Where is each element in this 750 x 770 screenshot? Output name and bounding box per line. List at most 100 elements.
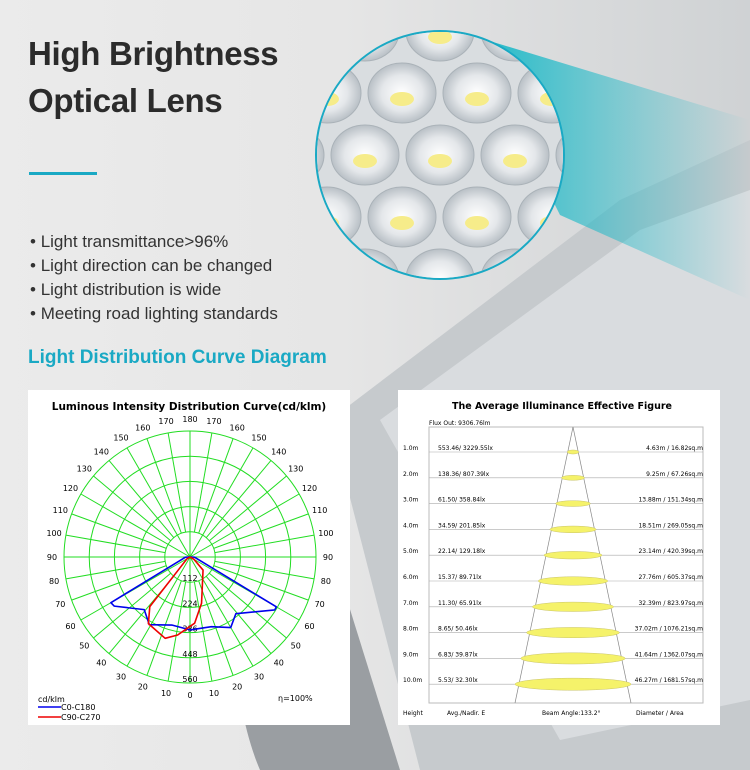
col-avg: Avg./Nadir. E <box>447 710 485 717</box>
curve-C90-C270 <box>147 556 204 640</box>
light-spot <box>537 576 609 586</box>
angle-spoke <box>189 447 254 558</box>
lens <box>555 124 563 186</box>
lens <box>555 32 563 62</box>
row-illuminance: 553.46/ 3229.55lx <box>438 445 493 452</box>
led-chip <box>428 278 452 292</box>
angle-spoke <box>214 534 315 554</box>
flux-out: Flux Out: 9306.76lm <box>429 420 491 427</box>
row-height: 5.0m <box>403 548 419 555</box>
angle-tick-label: 120 <box>302 484 317 493</box>
angle-tick-label: 0 <box>187 691 192 700</box>
angle-spoke <box>189 556 300 621</box>
led-chip <box>278 154 302 168</box>
angle-spoke <box>167 581 187 682</box>
angle-tick-label: 180 <box>182 415 197 424</box>
angle-spoke <box>93 572 172 639</box>
angle-tick-label: 100 <box>46 529 61 538</box>
unit-label: cd/klm <box>38 695 65 704</box>
polar-chart: Luminous Intensity Distribution Curve(cd… <box>38 401 334 722</box>
angle-spoke <box>189 493 300 558</box>
led-chip <box>240 92 264 106</box>
led-chip <box>465 92 489 106</box>
row-height: 9.0m <box>403 651 419 658</box>
row-height: 7.0m <box>403 600 419 607</box>
led-chip <box>353 154 377 168</box>
lens <box>330 248 400 278</box>
angle-spoke <box>146 580 182 676</box>
row-diameter-area: 9.25m / 67.26sq.m <box>646 471 703 478</box>
angle-spoke <box>205 575 272 654</box>
angle-spoke <box>208 475 287 542</box>
angle-tick-label: 20 <box>138 683 148 692</box>
radial-tick-label: 224 <box>182 599 197 608</box>
light-spot <box>555 500 591 507</box>
led-chip <box>428 32 452 44</box>
led-chip <box>390 92 414 106</box>
angle-tick-label: 40 <box>274 659 284 668</box>
angle-tick-label: 110 <box>312 506 327 515</box>
feature-list: Light transmittance>96% Light direction … <box>30 230 278 326</box>
row-diameter-area: 23.14m / 420.39sq.m <box>638 548 703 555</box>
angle-tick-label: 170 <box>158 417 173 426</box>
accent-divider <box>29 172 97 175</box>
angle-spoke <box>198 580 234 676</box>
lens <box>317 62 362 124</box>
light-spot <box>543 551 603 560</box>
row-diameter-area: 13.88m / 151.34sq.m <box>638 497 703 504</box>
feature-item: Light distribution is wide <box>30 278 278 302</box>
angle-tick-label: 40 <box>96 659 106 668</box>
row-illuminance: 5.53/ 32.30lx <box>438 677 478 684</box>
light-spot <box>549 525 597 533</box>
efficiency-label: η=100% <box>278 694 313 703</box>
angle-tick-label: 10 <box>209 689 219 698</box>
angle-tick-label: 150 <box>251 433 266 442</box>
row-diameter-area: 32.39m / 823.97sq.m <box>638 600 703 607</box>
row-diameter-area: 41.64m / 1362.07sq.m <box>635 651 704 658</box>
angle-tick-label: 130 <box>288 464 303 473</box>
angle-spoke <box>93 475 172 542</box>
angle-tick-label: 130 <box>77 464 92 473</box>
polar-chart-panel: Luminous Intensity Distribution Curve(cd… <box>28 390 350 725</box>
angle-tick-label: 150 <box>113 433 128 442</box>
angle-tick-label: 80 <box>321 577 331 586</box>
col-diameter: Diameter / Area <box>636 710 684 717</box>
row-diameter-area: 4.63m / 16.82sq.m <box>646 445 703 452</box>
headline-line1: High Brightness <box>28 35 279 72</box>
led-chip <box>578 30 602 44</box>
angle-spoke <box>167 432 187 533</box>
row-height: 8.0m <box>403 626 419 633</box>
illuminance-figure: The Average Illuminance Effective Figure… <box>403 401 704 717</box>
row-illuminance: 11.30/ 65.91lx <box>438 600 482 607</box>
angle-spoke <box>193 432 213 533</box>
angle-tick-label: 60 <box>304 622 314 631</box>
angle-spoke <box>65 534 166 554</box>
led-chip <box>465 216 489 230</box>
lens <box>317 186 362 248</box>
curve-C0-C180 <box>110 556 278 631</box>
row-illuminance: 61.50/ 358.84lx <box>438 497 486 504</box>
row-diameter-area: 27.76m / 605.37sq.m <box>638 574 703 581</box>
light-spot <box>520 652 626 665</box>
angle-tick-label: 80 <box>49 577 59 586</box>
row-height: 4.0m <box>403 522 419 529</box>
angle-spoke <box>80 493 191 558</box>
row-diameter-area: 46.27m / 1681.57sq.m <box>635 677 704 684</box>
led-chip <box>353 278 377 292</box>
angle-tick-label: 110 <box>53 506 68 515</box>
led-chip <box>503 32 527 44</box>
row-illuminance: 138.36/ 807.39lx <box>438 471 490 478</box>
angle-tick-label: 140 <box>271 447 286 456</box>
illuminance-panel: The Average Illuminance Effective Figure… <box>398 390 720 725</box>
angle-tick-label: 160 <box>135 423 150 432</box>
led-chip <box>203 154 227 168</box>
angle-tick-label: 120 <box>63 484 78 493</box>
radial-tick-label: 448 <box>182 650 197 659</box>
row-height: 10.0m <box>403 677 422 684</box>
angle-tick-label: 160 <box>230 423 245 432</box>
row-illuminance: 6.83/ 39.87lx <box>438 651 478 658</box>
feature-item: Meeting road lighting standards <box>30 302 278 326</box>
row-diameter-area: 18.51m / 269.05sq.m <box>638 522 703 529</box>
led-chip <box>428 154 452 168</box>
light-spot <box>514 677 632 691</box>
